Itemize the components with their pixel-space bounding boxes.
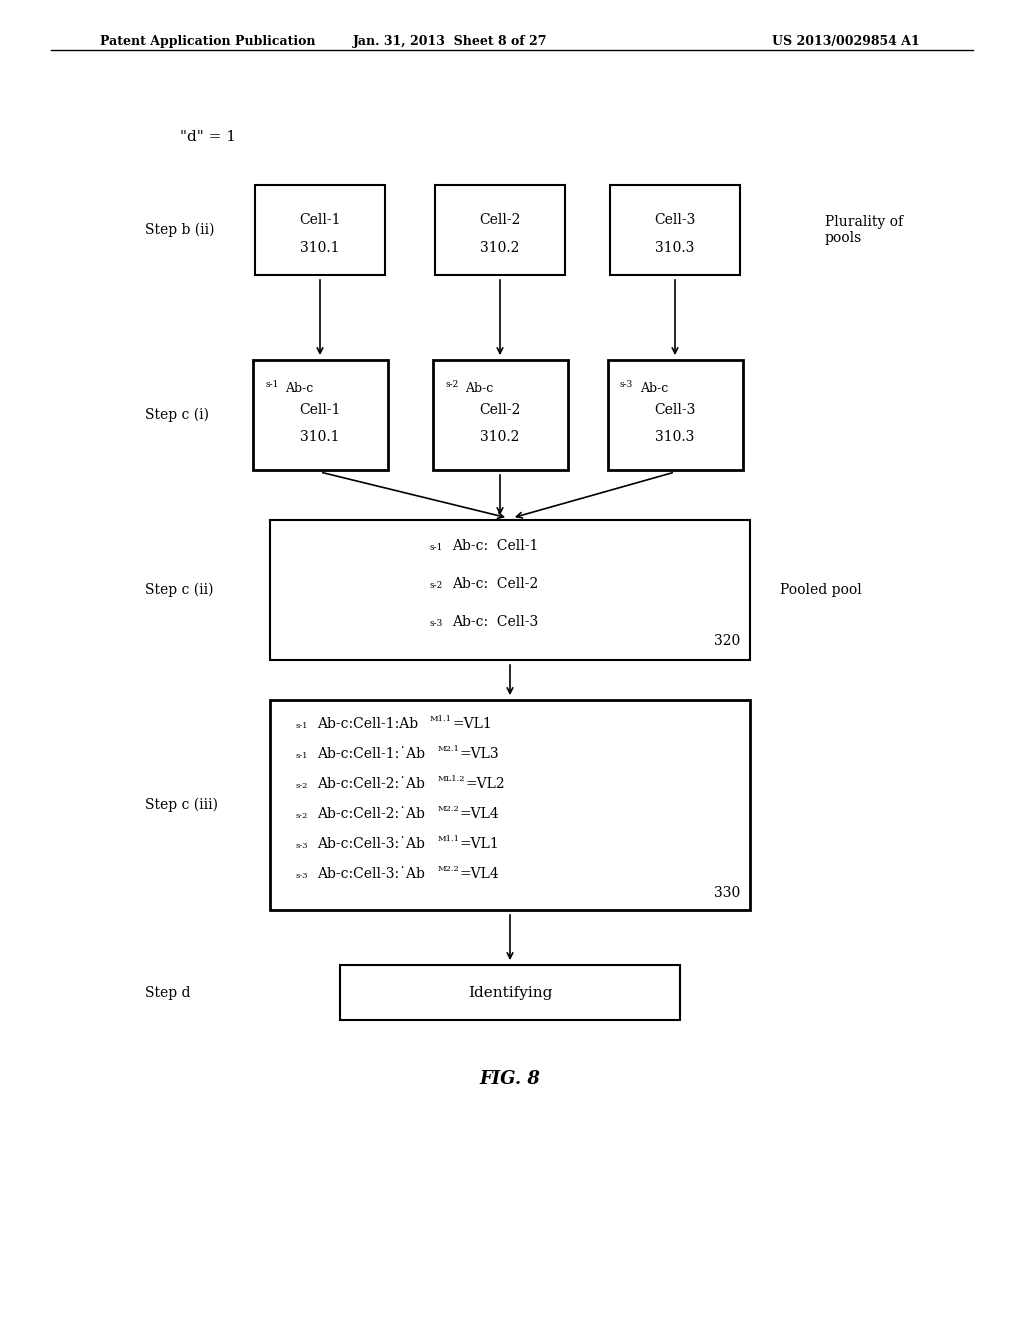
- FancyBboxPatch shape: [610, 185, 740, 275]
- Text: Ab-c: Ab-c: [465, 381, 494, 395]
- Text: s-1: s-1: [295, 722, 307, 730]
- Text: Identifying: Identifying: [468, 986, 552, 999]
- FancyBboxPatch shape: [253, 360, 387, 470]
- FancyBboxPatch shape: [340, 965, 680, 1020]
- Text: s-1: s-1: [265, 380, 279, 389]
- Text: Cell-1: Cell-1: [299, 213, 341, 227]
- Text: Pooled pool: Pooled pool: [780, 583, 862, 597]
- Text: M2.1: M2.1: [437, 744, 460, 752]
- Text: s-1: s-1: [430, 543, 443, 552]
- Text: =VL1: =VL1: [460, 837, 500, 851]
- Text: "d" = 1: "d" = 1: [180, 129, 236, 144]
- Text: Ab-c: Ab-c: [640, 381, 669, 395]
- Text: s-3: s-3: [430, 619, 443, 628]
- Text: 310.1: 310.1: [300, 242, 340, 255]
- Text: Cell-3: Cell-3: [654, 213, 695, 227]
- Text: =VL2: =VL2: [465, 777, 505, 791]
- Text: s-3: s-3: [295, 842, 307, 850]
- Text: Cell-1: Cell-1: [299, 403, 341, 417]
- Text: =VL4: =VL4: [460, 867, 500, 880]
- Text: M2.2: M2.2: [437, 865, 459, 873]
- Text: Step b (ii): Step b (ii): [145, 223, 214, 238]
- Text: Ab-c:  Cell-3: Ab-c: Cell-3: [452, 615, 539, 630]
- Text: s-2: s-2: [445, 380, 459, 389]
- Text: Ab-c: Ab-c: [285, 381, 313, 395]
- Text: Ab-c:  Cell-1: Ab-c: Cell-1: [452, 539, 539, 553]
- FancyBboxPatch shape: [270, 520, 750, 660]
- FancyBboxPatch shape: [255, 185, 385, 275]
- Text: Cell-2: Cell-2: [479, 213, 520, 227]
- Text: s-1: s-1: [295, 752, 307, 760]
- Text: 330: 330: [714, 886, 740, 900]
- Text: US 2013/0029854 A1: US 2013/0029854 A1: [772, 36, 920, 48]
- Text: Ab-c:Cell-3:˙Ab: Ab-c:Cell-3:˙Ab: [317, 837, 425, 851]
- Text: 320: 320: [714, 634, 740, 648]
- Text: 310.2: 310.2: [480, 242, 520, 255]
- Text: Step d: Step d: [145, 986, 190, 999]
- Text: Ab-c:Cell-3:˙Ab: Ab-c:Cell-3:˙Ab: [317, 867, 425, 880]
- Text: Ab-c:Cell-1:˙Ab: Ab-c:Cell-1:˙Ab: [317, 747, 425, 762]
- Text: =VL1: =VL1: [452, 717, 492, 731]
- Text: s-2: s-2: [295, 812, 307, 820]
- Text: 310.1: 310.1: [300, 430, 340, 444]
- Text: Ab-c:Cell-2:˙Ab: Ab-c:Cell-2:˙Ab: [317, 807, 425, 821]
- Text: Step c (i): Step c (i): [145, 408, 209, 422]
- Text: Ab-c:Cell-2:˙Ab: Ab-c:Cell-2:˙Ab: [317, 777, 425, 791]
- Text: s-2: s-2: [295, 781, 307, 789]
- Text: Step c (ii): Step c (ii): [145, 583, 213, 597]
- FancyBboxPatch shape: [432, 360, 567, 470]
- Text: 310.3: 310.3: [655, 242, 694, 255]
- Text: Ab-c:  Cell-2: Ab-c: Cell-2: [452, 577, 539, 591]
- Text: Step c (iii): Step c (iii): [145, 797, 218, 812]
- FancyBboxPatch shape: [435, 185, 565, 275]
- Text: M1.1: M1.1: [437, 836, 460, 843]
- Text: s-3: s-3: [295, 873, 307, 880]
- FancyBboxPatch shape: [607, 360, 742, 470]
- Text: Cell-3: Cell-3: [654, 403, 695, 417]
- Text: s-2: s-2: [430, 581, 443, 590]
- Text: Patent Application Publication: Patent Application Publication: [100, 36, 315, 48]
- Text: Plurality of
pools: Plurality of pools: [825, 215, 903, 246]
- Text: M2.2: M2.2: [437, 805, 459, 813]
- Text: 310.2: 310.2: [480, 430, 520, 444]
- Text: Jan. 31, 2013  Sheet 8 of 27: Jan. 31, 2013 Sheet 8 of 27: [352, 36, 547, 48]
- Text: =VL3: =VL3: [460, 747, 499, 762]
- Text: Cell-2: Cell-2: [479, 403, 520, 417]
- Text: ML1.2: ML1.2: [437, 775, 465, 783]
- Text: 310.3: 310.3: [655, 430, 694, 444]
- Text: FIG. 8: FIG. 8: [479, 1071, 541, 1088]
- Text: M1.1: M1.1: [430, 715, 452, 723]
- Text: s-3: s-3: [620, 380, 633, 389]
- Text: =VL4: =VL4: [460, 807, 500, 821]
- Text: Ab-c:Cell-1:Ab: Ab-c:Cell-1:Ab: [317, 717, 418, 731]
- FancyBboxPatch shape: [270, 700, 750, 909]
